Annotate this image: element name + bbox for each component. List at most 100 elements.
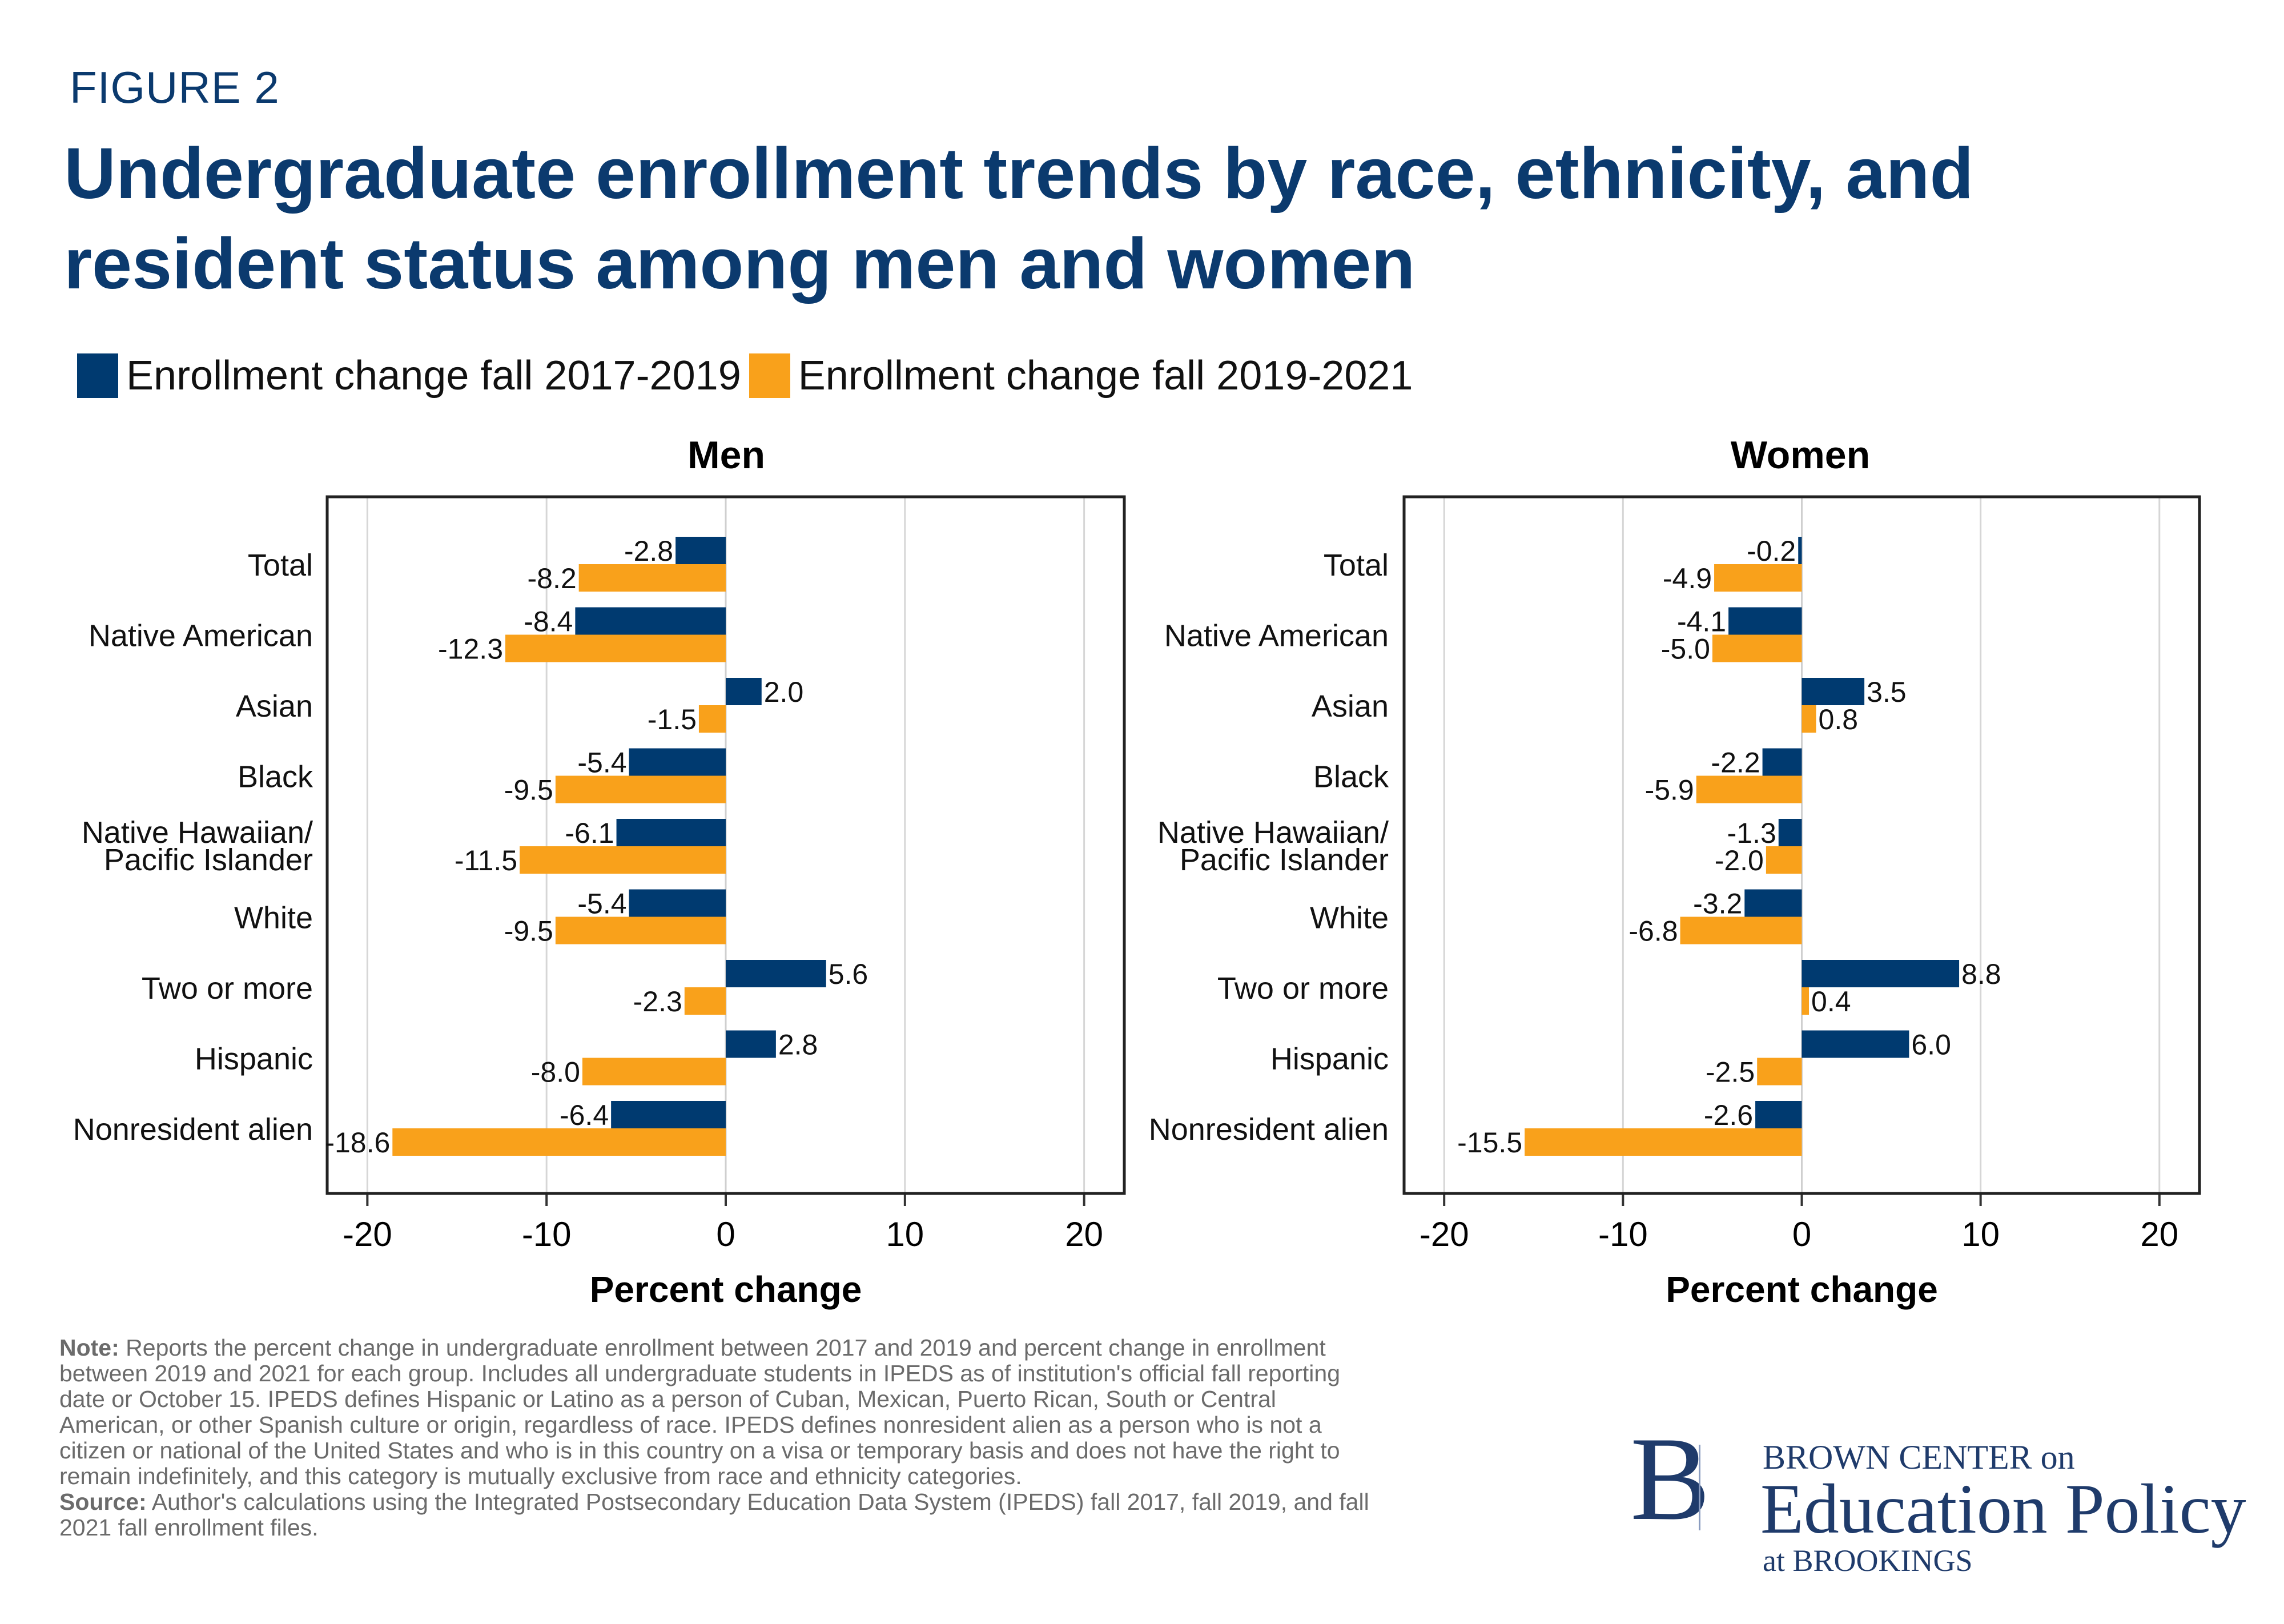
legend-swatch-2019-2021 [749,353,790,398]
men-x-axis-label: Percent change [590,1269,862,1310]
women-bar-2019-2021 [1525,1128,1802,1156]
women-bar-2019-2021 [1712,634,1802,662]
men-tick-label: 0 [716,1215,735,1253]
women-bar-2019-2021 [1766,846,1802,874]
women-bar-2019-2021 [1802,705,1816,733]
women-data-label: -2.6 [1704,1099,1753,1131]
women-category-label: Asian [1312,689,1389,723]
women-data-label: -2.0 [1715,845,1764,877]
logo-letter: B [1630,1413,1711,1545]
men-data-label: -8.0 [531,1056,580,1088]
men-bar-2017-2019 [629,748,726,776]
men-data-label: -6.1 [565,817,614,849]
men-bar-2019-2021 [555,775,726,803]
men-bar-2019-2021 [505,634,726,662]
women-data-label: 6.0 [1911,1029,1951,1061]
women-bar-2017-2019 [1802,960,1960,987]
men-bar-2017-2019 [616,819,726,846]
men-bar-2019-2021 [578,564,726,592]
men-tick-label: -20 [343,1215,392,1253]
men-bar-2019-2021 [582,1058,726,1086]
women-data-label: -15.5 [1457,1127,1522,1159]
men-bar-2019-2021 [684,987,726,1015]
men-data-label: 5.6 [829,958,868,990]
men-data-label: -6.4 [560,1099,609,1131]
women-data-label: 3.5 [1867,676,1907,708]
men-data-label: 2.0 [764,676,804,708]
logo-line-3: at BROOKINGS [1763,1543,1973,1578]
women-data-label: -5.0 [1661,633,1710,665]
logo-line-1: BROWN CENTER on [1763,1438,2075,1476]
men-data-label: -2.8 [624,535,673,567]
men-category-label: Native American [89,619,313,653]
women-category-label: Two or more [1217,971,1389,1006]
women-data-label: -2.5 [1706,1056,1755,1088]
legend: Enrollment change fall 2017-2019 Enrollm… [77,351,1421,400]
women-tick-label: -20 [1420,1215,1469,1253]
legend-item-2019-2021: Enrollment change fall 2019-2021 [749,352,1413,399]
legend-label-2017-2019: Enrollment change fall 2017-2019 [126,352,741,399]
source-label: Source: [59,1489,147,1515]
women-data-label: 0.4 [1811,986,1851,1018]
men-data-label: -11.5 [455,845,517,877]
chart-title: Undergraduate enrollment trends by race,… [64,133,1974,304]
women-bar-2017-2019 [1798,537,1802,564]
women-bar-2017-2019 [1778,819,1802,846]
legend-item-2017-2019: Enrollment change fall 2017-2019 [77,352,741,399]
women-bar-2017-2019 [1728,607,1802,635]
men-category-label: Two or more [142,971,313,1006]
women-bar-2017-2019 [1744,889,1802,917]
women-tick-label: 0 [1792,1215,1811,1253]
women-panel-title: Women [1731,433,1870,477]
men-bar-2017-2019 [575,607,726,635]
women-category-label: White [1310,901,1389,935]
women-data-label: 0.8 [1819,704,1859,735]
men-category-label: Asian [236,689,313,723]
men-bar-2019-2021 [698,705,726,733]
women-x-axis-label: Percent change [1666,1269,1938,1310]
men-data-label: -12.3 [438,633,503,665]
women-bar-2017-2019 [1802,678,1865,705]
men-bar-2017-2019 [726,1030,776,1058]
men-category-label: Native Hawaiian/ [82,815,313,850]
men-bar-2017-2019 [726,678,762,705]
women-tick-label: 20 [2140,1215,2178,1253]
men-data-label: -1.5 [648,704,697,735]
men-tick-label: 20 [1065,1215,1103,1253]
women-data-label: -6.8 [1628,915,1678,947]
women-bar-2019-2021 [1714,564,1802,592]
note-label: Note: [59,1334,119,1361]
women-data-label: -1.3 [1727,817,1776,849]
men-data-label: -18.6 [325,1127,390,1159]
men-category-label: Total [248,548,313,582]
women-data-label: 8.8 [1961,958,2001,990]
legend-label-2019-2021: Enrollment change fall 2019-2021 [798,352,1413,399]
men-bar-2017-2019 [629,889,726,917]
men-bar-2017-2019 [675,537,726,564]
men-bar-2019-2021 [392,1128,726,1156]
women-data-label: -4.1 [1677,606,1726,638]
women-bar-2019-2021 [1757,1058,1802,1086]
men-category-label: Pacific Islander [104,843,313,877]
men-plot-frame [325,495,1126,1195]
women-data-label: -2.2 [1711,747,1760,779]
men-data-label: -5.4 [577,747,626,779]
women-data-label: -0.2 [1747,535,1796,567]
women-bar-2019-2021 [1696,775,1802,803]
men-data-label: -9.5 [504,915,553,947]
women-bar-2017-2019 [1802,1030,1909,1058]
women-tick-label: -10 [1598,1215,1648,1253]
men-category-label: Nonresident alien [73,1112,313,1147]
legend-swatch-2017-2019 [77,353,118,398]
footnote: Note: Reports the percent change in unde… [59,1335,1373,1541]
women-tick-label: 10 [1961,1215,2000,1253]
men-data-label: -9.5 [504,774,553,806]
men-bar-2017-2019 [611,1101,726,1128]
men-category-label: White [234,901,313,935]
figure-label: FIGURE 2 [70,62,280,112]
women-category-label: Hispanic [1270,1042,1389,1076]
women-bar-2017-2019 [1755,1101,1802,1128]
men-bar-2019-2021 [520,846,726,874]
women-category-label: Total [1324,548,1389,582]
